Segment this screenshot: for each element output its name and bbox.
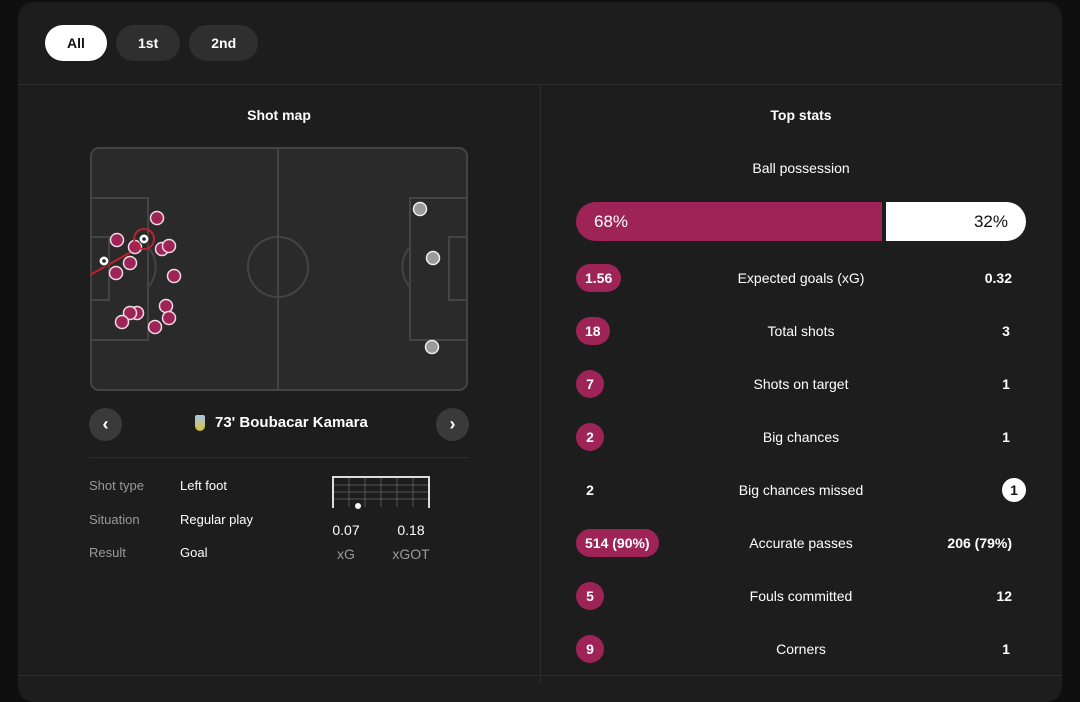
divider <box>89 457 469 458</box>
stat-home-value: 7 <box>576 370 604 398</box>
previous-shot-button[interactable]: ‹ <box>89 408 122 441</box>
tab-all[interactable]: All <box>45 25 107 61</box>
stat-away-value: 0.32 <box>984 270 1012 286</box>
stat-row: 5 Fouls committed 12 <box>576 582 1026 610</box>
team-crest-icon <box>195 414 205 431</box>
away-shot-marker[interactable] <box>412 201 428 217</box>
stat-label: Fouls committed <box>749 588 853 604</box>
shot-type-label: Shot type <box>89 478 144 493</box>
stat-home-value: 2 <box>586 482 594 498</box>
stat-row: 7 Shots on target 1 <box>576 370 1026 398</box>
stat-label: Big chances <box>762 429 840 445</box>
possession-home: 68% <box>576 202 882 241</box>
home-shot-marker[interactable] <box>114 314 130 330</box>
stat-label: Big chances missed <box>738 482 864 498</box>
home-shot-marker[interactable] <box>149 210 165 226</box>
stat-home-value: 18 <box>576 317 610 345</box>
top-stats-title: Top stats <box>770 107 832 123</box>
tab-first-half[interactable]: 1st <box>116 25 181 61</box>
home-shot-marker[interactable] <box>109 232 125 248</box>
stat-away-value: 1 <box>1002 429 1010 445</box>
goal-frame-icon <box>332 476 430 510</box>
stat-away-value: 12 <box>996 588 1012 604</box>
result-value: Goal <box>180 545 208 560</box>
xgot-value: 0.18 <box>397 522 425 538</box>
stat-home-value: 5 <box>576 582 604 610</box>
stat-row: 514 (90%) Accurate passes 206 (79%) <box>576 529 1026 557</box>
selected-shot-ring <box>133 228 155 250</box>
divider <box>540 84 541 684</box>
stat-row: 9 Corners 1 <box>576 635 1026 663</box>
tab-second-half[interactable]: 2nd <box>189 25 259 61</box>
result-label: Result <box>89 545 126 560</box>
possession-away: 32% <box>886 202 1026 241</box>
stat-away-value: 206 (79%) <box>947 535 1012 551</box>
away-shot-marker[interactable] <box>425 250 441 266</box>
stat-away-value: 1 <box>1002 376 1010 392</box>
stat-label: Expected goals (xG) <box>737 270 865 286</box>
shot-type-value: Left foot <box>180 478 227 493</box>
ball-pattern <box>142 237 146 241</box>
next-shot-button[interactable]: › <box>436 408 469 441</box>
home-shot-marker[interactable] <box>158 298 174 314</box>
home-shot-marker[interactable] <box>108 265 124 281</box>
possession-bar: 68% 32% <box>576 202 1026 241</box>
stat-away-value: 3 <box>1002 323 1010 339</box>
stat-home-value: 1.56 <box>576 264 622 292</box>
home-shot-marker[interactable] <box>166 268 182 284</box>
selected-shot-player: 73' Boubacar Kamara <box>195 414 368 431</box>
situation-value: Regular play <box>180 512 253 527</box>
stat-label: Total shots <box>767 323 835 339</box>
situation-label: Situation <box>89 512 140 527</box>
home-shot-marker[interactable] <box>122 305 138 321</box>
home-shot-marker[interactable] <box>161 238 177 254</box>
home-shot-marker[interactable] <box>147 319 163 335</box>
stat-row: 18 Total shots 3 <box>576 317 1026 345</box>
xgot-label: xGOT <box>392 546 430 562</box>
xg-label: xG <box>337 546 355 562</box>
away-shot-marker[interactable] <box>424 339 440 355</box>
stat-row: 2 Big chances 1 <box>576 423 1026 451</box>
player-minute-name: 73' Boubacar Kamara <box>215 414 368 431</box>
stat-away-value: 1 <box>1002 478 1026 502</box>
stat-label: Accurate passes <box>749 535 853 551</box>
shot-map-pitch <box>90 147 468 391</box>
stat-away-value: 1 <box>1002 641 1010 657</box>
period-tabs: All 1st 2nd <box>45 25 259 61</box>
xg-value: 0.07 <box>332 522 360 538</box>
stat-label: Shots on target <box>753 376 849 392</box>
stat-row: 2 Big chances missed 1 <box>576 476 1026 504</box>
possession-label: Ball possession <box>752 160 850 176</box>
home-shot-marker[interactable] <box>122 255 138 271</box>
stat-home-value: 514 (90%) <box>576 529 659 557</box>
stat-home-value: 9 <box>576 635 604 663</box>
home-shot-marker[interactable] <box>161 310 177 326</box>
ball-pattern <box>102 259 106 263</box>
stat-label: Corners <box>776 641 826 657</box>
shot-map-title: Shot map <box>247 107 311 123</box>
stat-home-value: 2 <box>576 423 604 451</box>
stat-row: 1.56 Expected goals (xG) 0.32 <box>576 264 1026 292</box>
